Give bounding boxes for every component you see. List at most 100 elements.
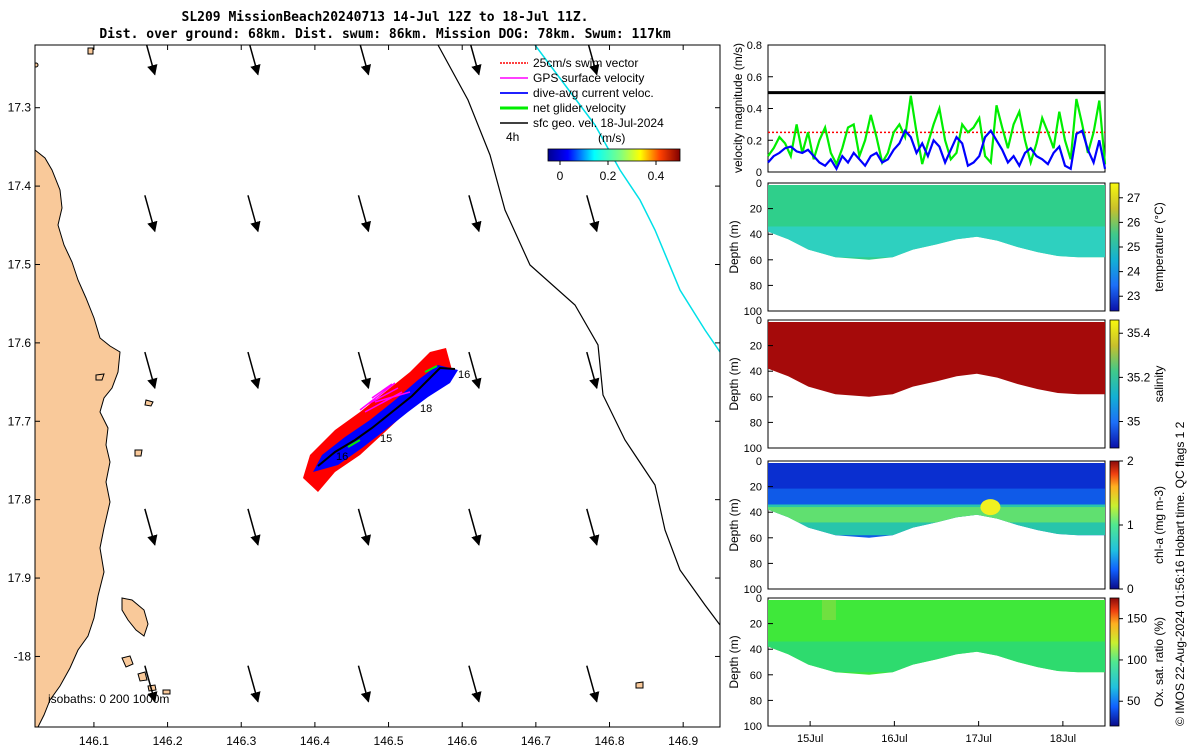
temperature-section-colorbar-tick-label: 23 xyxy=(1127,289,1141,303)
map-x-tick-label: 146.2 xyxy=(153,734,183,748)
oxygen-section-colorbar-tick-label: 150 xyxy=(1127,612,1147,626)
map-x-tick-label: 146.4 xyxy=(300,734,330,748)
map-x-tick-label: 146.3 xyxy=(226,734,256,748)
map-y-tick-label: 17.4 xyxy=(8,179,32,193)
temperature-section-colorbar-tick-label: 24 xyxy=(1127,265,1141,279)
temperature-section-y-tick-label: 100 xyxy=(744,306,762,318)
chl-section-y-tick-label: 20 xyxy=(750,482,762,494)
geo-arrow xyxy=(144,195,158,233)
salinity-section-y-tick-label: 80 xyxy=(750,417,762,429)
geo-arrow xyxy=(468,508,482,546)
chl-section-colorbar-tick-label: 0 xyxy=(1127,582,1134,596)
temperature-section-y-tick-label: 20 xyxy=(750,204,762,216)
date-tick-label: 16Jul xyxy=(881,733,907,745)
land-mass xyxy=(35,149,121,727)
isobath-1000m xyxy=(534,45,720,353)
geo-arrow xyxy=(586,351,600,390)
velocity-frame xyxy=(767,44,1106,173)
geo-arrow xyxy=(144,665,158,703)
salinity-section-colorbar xyxy=(1109,319,1120,449)
map-y-ticks: 17.3 17.4 17.5 17.6 17.7 17.8 17.9 -18 xyxy=(8,101,720,663)
track-day-label-4: 16 xyxy=(336,451,348,463)
temperature-section-y-tick-label: 60 xyxy=(750,255,762,267)
salinity-section: 0 20 40 60 80 100 Depth (m) 35 35.2 35.4 salinity xyxy=(727,315,1166,455)
geo-arrow xyxy=(586,665,600,703)
isobath-200m xyxy=(437,45,720,626)
legend-net-label: net glider velocity xyxy=(533,101,626,115)
temperature-section-y-tick-label: 0 xyxy=(756,178,762,190)
oxygen-section-y-tick-label: 60 xyxy=(750,670,762,682)
track-day-label-1: 16 xyxy=(458,369,470,381)
geo-arrow xyxy=(145,45,158,76)
salinity-section-ylabel: Depth (m) xyxy=(727,357,741,410)
chl-section-colorbar-tick-label: 2 xyxy=(1127,454,1134,468)
map-frame xyxy=(34,44,721,728)
temperature-section-colorbar-tick-label: 27 xyxy=(1127,191,1141,205)
map-x-tick-label: 146.6 xyxy=(447,734,477,748)
oxygen-section-colorbar-tick-label: 100 xyxy=(1127,653,1147,667)
legend-gps-label: GPS surface velocity xyxy=(533,71,644,85)
chl-section-colorbar-tick-label: 1 xyxy=(1127,518,1134,532)
oxygen-section-y-tick-label: 100 xyxy=(744,721,762,733)
velocity-y-tick-label: 0 xyxy=(756,167,762,179)
oxygen-section-y-tick-label: 40 xyxy=(750,644,762,656)
colorbar-units-label: (m/s) xyxy=(598,131,625,145)
oxygen-section-y-tick-label: 0 xyxy=(756,593,762,605)
oxygen-section-ylabel: Depth (m) xyxy=(727,635,741,688)
chl-section-colorbar xyxy=(1109,460,1120,590)
map-x-ticks: 146.1 146.2 146.3 146.4 146.5 146.6 146.7 146.8… xyxy=(79,45,699,748)
geo-arrow xyxy=(357,195,371,233)
net-glider-vectors xyxy=(347,365,438,448)
geo-arrow xyxy=(357,508,371,546)
salinity-section-y-tick-label: 60 xyxy=(750,392,762,404)
temperature-section-y-tick-label: 40 xyxy=(750,229,762,241)
title-line-1: SL209 MissionBeach20240713 14-Jul 12Z to… xyxy=(181,10,589,25)
velocity-panel: 0 0.2 0.4 0.6 0.8 velocity magnitude (m/s) xyxy=(731,40,1107,179)
glider-track: 16 18 15 16 xyxy=(303,348,470,492)
velocity-y-tick-label: 0.8 xyxy=(747,40,762,52)
geo-arrow xyxy=(144,351,158,390)
geo-arrow xyxy=(248,45,261,76)
salinity-section-colorbar-label: salinity xyxy=(1152,366,1166,403)
title-line-2: Dist. over ground: 68km. Dist. swum: 86k… xyxy=(99,27,671,42)
isobaths-label: isobaths: 0 200 1000m xyxy=(48,692,169,706)
map-y-tick-label: 17.3 xyxy=(8,101,32,115)
date-tick-label: 17Jul xyxy=(965,733,991,745)
geo-arrow xyxy=(357,665,371,703)
temperature-section-ylabel: Depth (m) xyxy=(727,220,741,273)
velocity-series-2 xyxy=(767,95,1107,167)
salinity-section-colorbar-tick-label: 35.2 xyxy=(1127,370,1151,384)
chl-peak-patch xyxy=(980,499,1001,516)
date-tick-label: 18Jul xyxy=(1050,733,1076,745)
salinity-section-y-tick-label: 40 xyxy=(750,366,762,378)
chl-section-y-tick-label: 80 xyxy=(750,558,762,570)
chl-section-colorbar-label: chl-a (mg m-3) xyxy=(1152,486,1166,564)
map-x-tick-label: 146.5 xyxy=(374,734,404,748)
legend-geo-label: sfc geo. vel. 18-Jul-2024 xyxy=(533,116,664,130)
speed-colorbar-tick-label: 0.4 xyxy=(648,169,665,183)
chl-surface-layer xyxy=(768,463,1105,489)
speed-colorbar-tick-label: 0.2 xyxy=(600,169,617,183)
geo-arrow xyxy=(144,508,158,546)
temperature-section-colorbar-label: temperature (°C) xyxy=(1152,202,1166,292)
chl-section-ylabel: Depth (m) xyxy=(727,498,741,551)
oxygen-section-y-tick-label: 20 xyxy=(750,619,762,631)
map-y-tick-label: 17.7 xyxy=(8,414,32,428)
gps-vectors xyxy=(359,382,411,413)
geo-arrow xyxy=(247,665,261,703)
speed-colorbar xyxy=(547,148,681,162)
speed-colorbar-tick-label: 0 xyxy=(557,169,564,183)
geo-arrow xyxy=(586,508,600,546)
temperature-section-colorbar-tick-label: 26 xyxy=(1127,215,1141,229)
chl-section-y-tick-label: 100 xyxy=(744,584,762,596)
velocity-y-tick-label: 0.4 xyxy=(747,104,762,116)
temperature-section-colorbar-tick-label: 25 xyxy=(1127,240,1141,254)
oxygen-surface-patch xyxy=(821,600,836,620)
map-x-tick-label: 146.7 xyxy=(521,734,551,748)
salinity-section-colorbar-tick-label: 35.4 xyxy=(1127,326,1151,340)
chl-section-y-tick-label: 0 xyxy=(756,456,762,468)
oxygen-section-colorbar xyxy=(1109,597,1120,727)
geo-arrow xyxy=(357,351,371,390)
geo-arrow xyxy=(247,351,261,390)
